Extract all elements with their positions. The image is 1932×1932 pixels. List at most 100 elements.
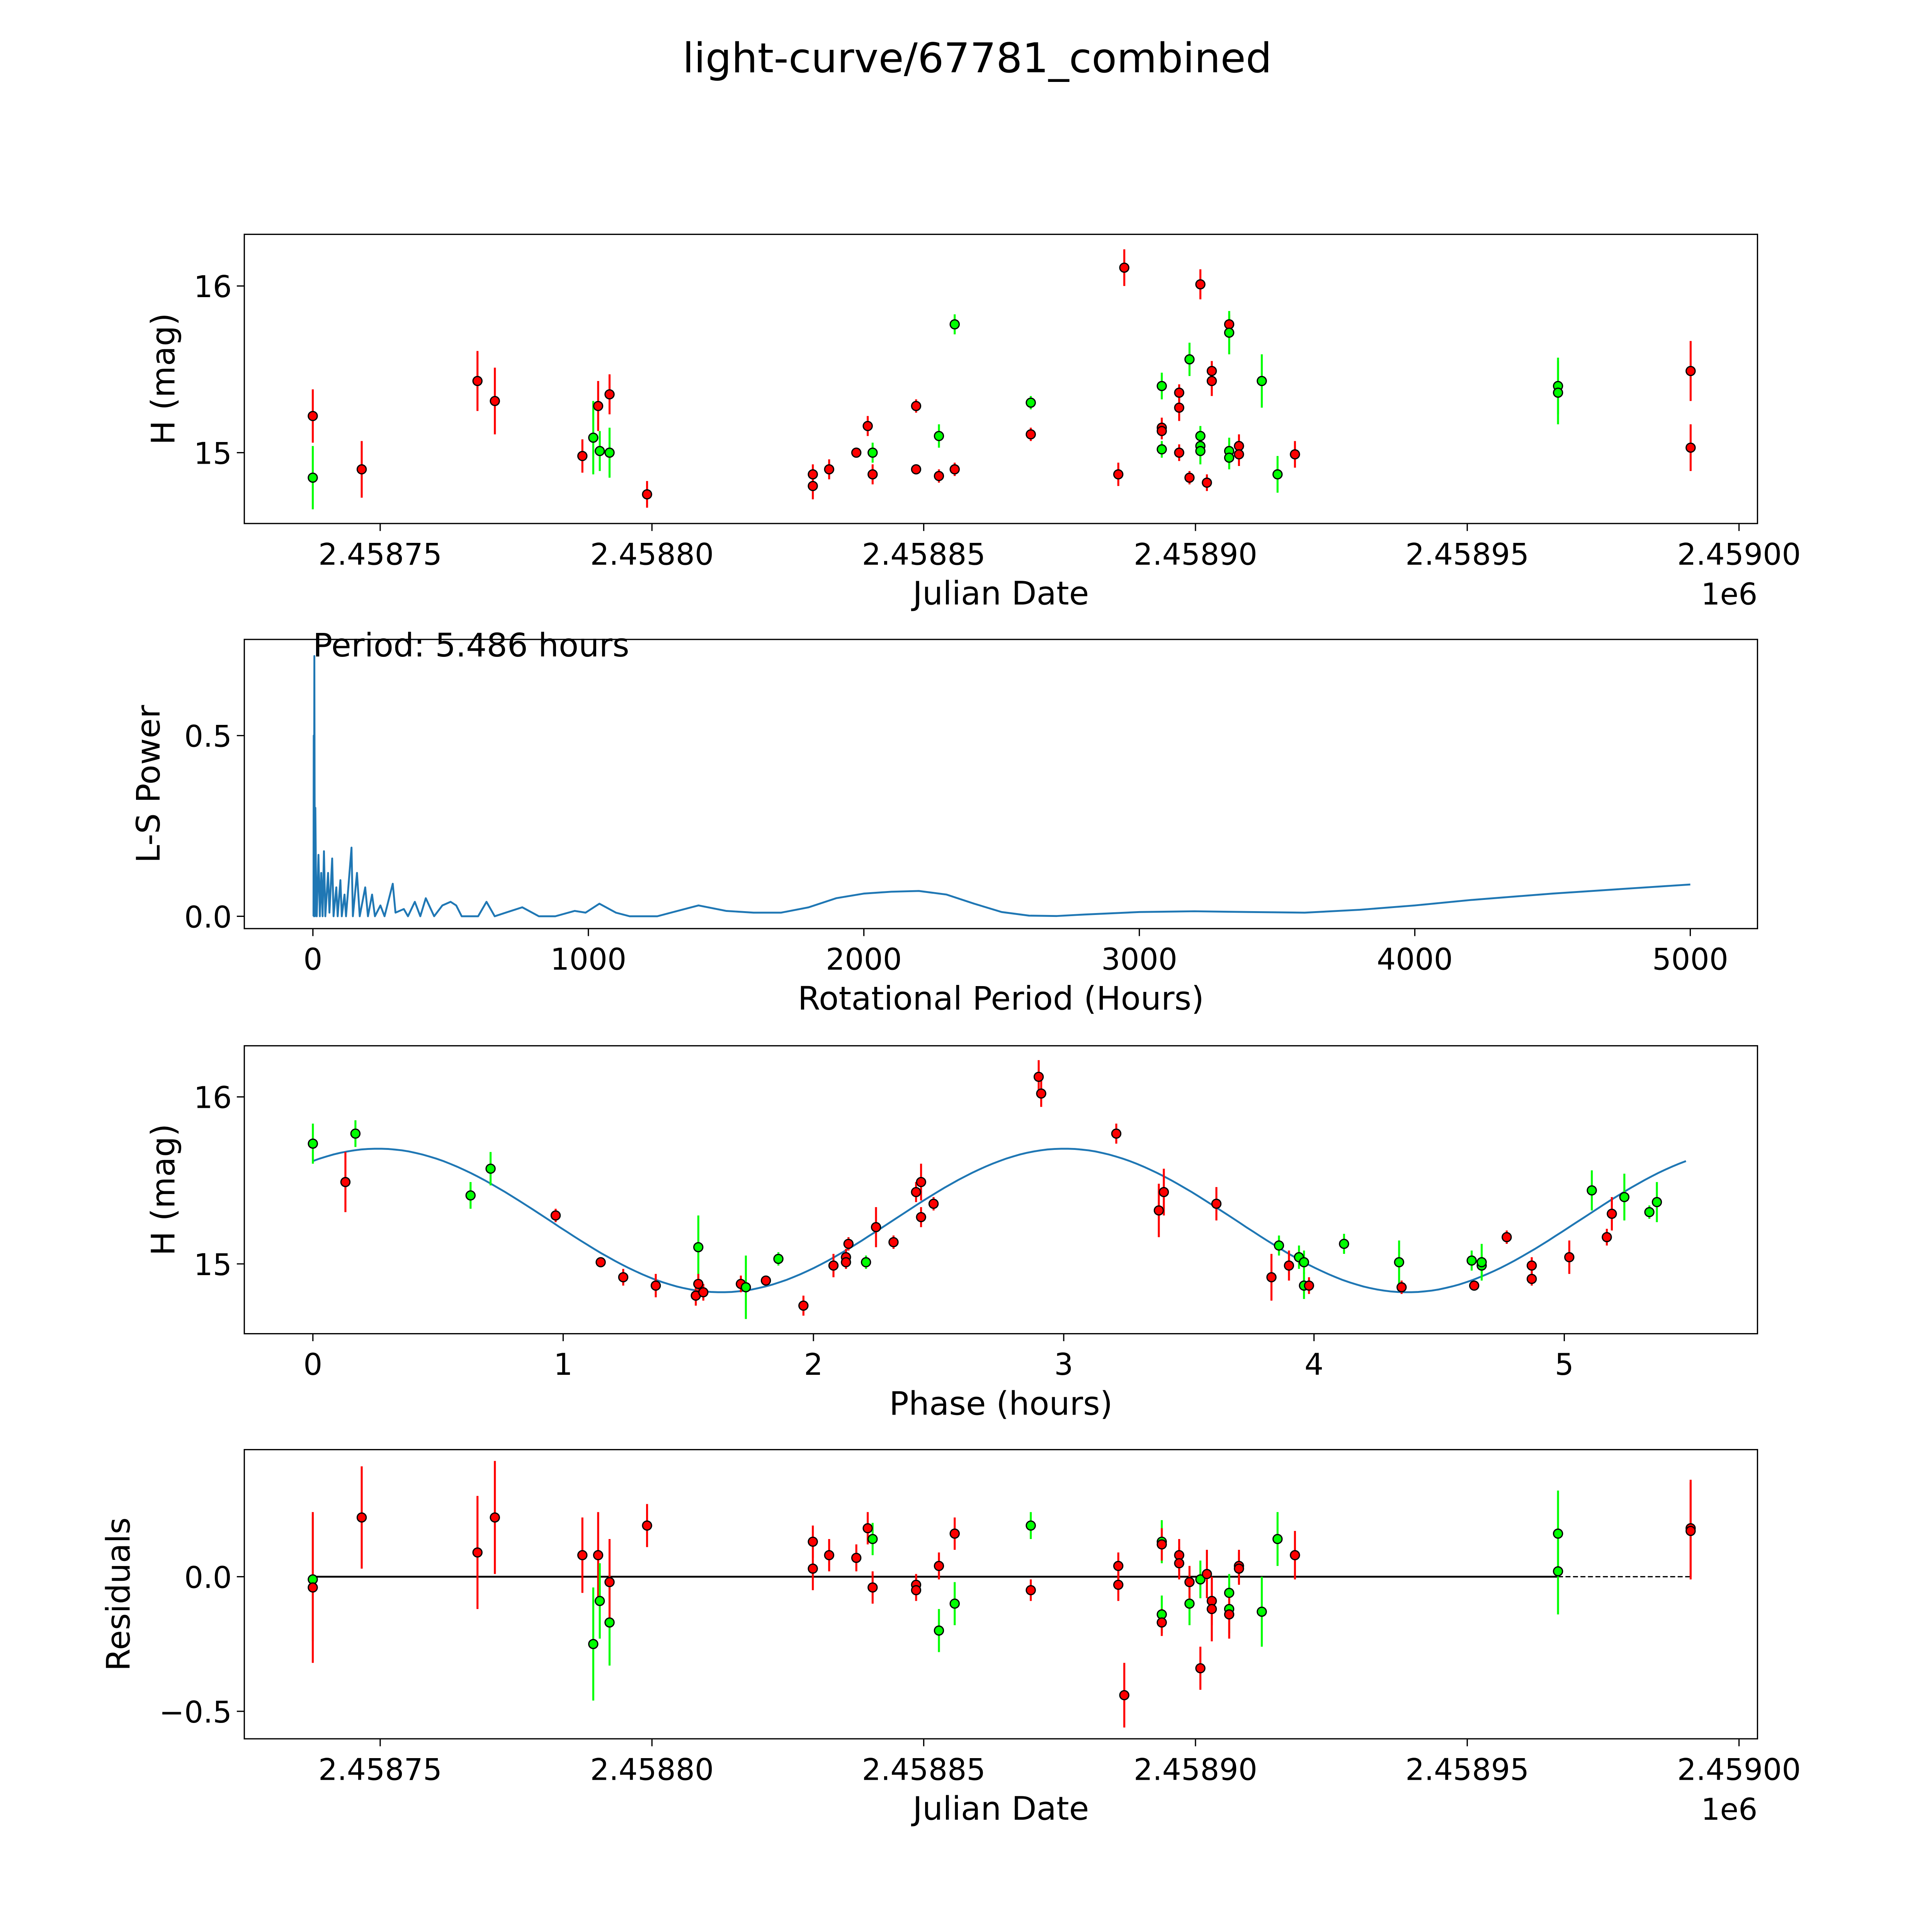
x-tick-label: 2.45885 xyxy=(862,1752,986,1787)
data-point-green xyxy=(1587,1185,1597,1196)
data-point-red xyxy=(949,1528,960,1539)
data-point-red xyxy=(593,401,604,411)
data-point-green xyxy=(350,1128,361,1139)
periodogram-panel: 0 1000 2000 3000 4000 5000 0.0 0.5 Rotational Pe… xyxy=(129,626,1758,1017)
x-axis-label: Julian Date xyxy=(911,575,1089,612)
data-point-red xyxy=(698,1287,709,1298)
data-point-red xyxy=(1685,366,1696,376)
data-point-green xyxy=(867,1534,878,1544)
data-point-red xyxy=(1033,1071,1044,1082)
axes-frame xyxy=(243,233,1758,524)
data-point-green xyxy=(1195,1574,1206,1585)
data-point-red xyxy=(1290,1550,1300,1560)
y-tick-label: 0.0 xyxy=(184,1561,232,1595)
data-point-red xyxy=(490,396,500,406)
data-point-green xyxy=(1195,431,1206,441)
data-point-red xyxy=(1234,449,1244,460)
data-point-green xyxy=(588,432,599,443)
y-tick-label: 15 xyxy=(194,1248,232,1282)
data-point-green xyxy=(604,1617,615,1628)
data-point-red xyxy=(871,1222,881,1233)
data-point-red xyxy=(1502,1232,1512,1243)
data-point-green xyxy=(1184,1598,1195,1609)
phase-folded-panel: 0 1 2 3 4 5 15 16 Phase (hours) H (mag) xyxy=(145,1045,1758,1422)
data-point-red xyxy=(1224,1609,1235,1620)
plot-area xyxy=(308,249,1696,510)
data-point-red xyxy=(867,1582,878,1593)
data-point-green xyxy=(949,1598,960,1609)
period-annotation: Period: 5.486 hours xyxy=(313,626,629,664)
y-axis-label: Residuals xyxy=(99,1517,137,1671)
data-point-red xyxy=(949,464,960,474)
x-tick-label: 5000 xyxy=(1652,942,1728,977)
data-point-green xyxy=(741,1282,751,1293)
data-point-red xyxy=(1234,1563,1244,1574)
data-point-red xyxy=(340,1177,351,1187)
y-tick-label: 0.0 xyxy=(184,900,232,935)
data-point-red xyxy=(1156,1617,1167,1628)
x-tick-label: 2.45890 xyxy=(1134,1752,1257,1787)
data-point-red xyxy=(1224,319,1235,330)
data-point-red xyxy=(1202,477,1212,488)
data-point-red xyxy=(1206,376,1217,386)
data-point-green xyxy=(934,431,944,441)
plot-area xyxy=(308,1060,1687,1319)
x-tick-label: 2 xyxy=(804,1347,823,1382)
data-point-red xyxy=(1036,1088,1046,1099)
data-point-red xyxy=(1153,1205,1164,1216)
data-point-red xyxy=(798,1300,809,1311)
x-tick-label: 0 xyxy=(303,1347,322,1382)
data-point-red xyxy=(577,451,588,461)
axes-frame xyxy=(243,1045,1758,1335)
data-point-red xyxy=(1156,426,1167,436)
data-point-red xyxy=(1174,388,1184,398)
data-point-red xyxy=(472,1547,483,1558)
data-point-green xyxy=(1651,1197,1662,1208)
data-point-green xyxy=(588,1639,599,1649)
data-point-green xyxy=(1156,444,1167,455)
data-point-red xyxy=(1113,469,1124,480)
data-point-red xyxy=(862,1523,873,1534)
data-point-green xyxy=(861,1257,871,1267)
x-tick-label: 2.45895 xyxy=(1405,1752,1529,1787)
data-point-green xyxy=(1274,1240,1284,1251)
data-point-red xyxy=(760,1275,771,1286)
data-point-red xyxy=(618,1272,629,1282)
data-point-green xyxy=(1184,354,1195,365)
periodogram-line xyxy=(312,655,1690,917)
data-point-red xyxy=(1206,1604,1217,1614)
data-point-red xyxy=(862,421,873,431)
data-point-red xyxy=(841,1257,851,1267)
data-point-red xyxy=(916,1212,926,1223)
residuals-panel: 2.45875 2.45880 2.45885 2.45890 2.45895 2.459… xyxy=(99,1449,1801,1828)
data-point-green xyxy=(1272,1534,1283,1544)
data-point-green xyxy=(1272,469,1283,480)
data-point-green xyxy=(1257,1606,1267,1617)
data-point-green xyxy=(1224,327,1235,338)
data-point-red xyxy=(1396,1282,1407,1293)
data-point-red xyxy=(356,464,367,474)
axes-frame xyxy=(243,1449,1758,1740)
data-point-green xyxy=(594,446,605,456)
data-point-red xyxy=(1211,1199,1222,1209)
data-point-green xyxy=(1156,381,1167,391)
data-point-green xyxy=(308,1138,318,1149)
data-point-green xyxy=(934,1625,944,1636)
data-point-green xyxy=(1553,388,1563,398)
data-point-green xyxy=(1257,376,1267,386)
x-tick-label: 5 xyxy=(1555,1347,1574,1382)
data-point-green xyxy=(1224,1588,1235,1598)
data-point-red xyxy=(1158,1187,1169,1197)
x-tick-label: 2.45885 xyxy=(862,537,986,572)
x-tick-label: 2.45880 xyxy=(590,537,714,572)
data-point-green xyxy=(1026,397,1036,408)
data-point-red xyxy=(1602,1232,1612,1243)
data-point-green xyxy=(773,1253,784,1264)
data-point-red xyxy=(1174,402,1184,413)
data-point-red xyxy=(550,1210,561,1221)
data-point-red xyxy=(1113,1580,1124,1590)
data-point-red xyxy=(808,481,818,492)
x-tick-label: 2.45890 xyxy=(1134,537,1257,572)
x-tick-label: 2.45895 xyxy=(1405,537,1529,572)
